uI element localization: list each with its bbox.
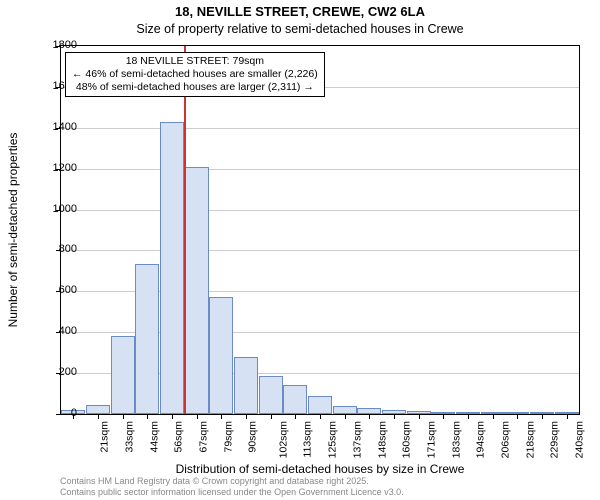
xtick-mark (468, 414, 469, 419)
footer-attribution: Contains HM Land Registry data © Crown c… (60, 476, 580, 498)
ytick-label: 800 (37, 243, 77, 255)
x-axis-label: Distribution of semi-detached houses by … (60, 462, 580, 476)
xtick-label: 44sqm (148, 421, 160, 453)
xtick-label: 137sqm (351, 421, 363, 458)
annotation-box: 18 NEVILLE STREET: 79sqm ← 46% of semi-d… (65, 52, 325, 97)
xtick-label: 218sqm (524, 421, 536, 458)
xtick-mark (295, 414, 296, 419)
chart-container: 18, NEVILLE STREET, CREWE, CW2 6LA Size … (0, 0, 600, 500)
xtick-label: 113sqm (301, 421, 313, 458)
ytick-label: 1200 (37, 162, 77, 174)
xtick-label: 21sqm (99, 421, 111, 453)
histogram-bar (333, 406, 357, 414)
annotation-line: 48% of semi-detached houses are larger (… (72, 81, 318, 94)
ytick-label: 600 (37, 284, 77, 296)
histogram-bar (135, 264, 159, 414)
xtick-mark (493, 414, 494, 419)
xtick-mark (172, 414, 173, 419)
xtick-label: 160sqm (401, 421, 413, 458)
xtick-label: 79sqm (222, 421, 234, 453)
ytick-label: 1800 (37, 39, 77, 51)
xtick-mark (320, 414, 321, 419)
xtick-mark (394, 414, 395, 419)
xtick-mark (123, 414, 124, 419)
xtick-label: 90sqm (247, 421, 259, 453)
xtick-mark (369, 414, 370, 419)
ytick-label: 1400 (37, 121, 77, 133)
ytick-label: 200 (37, 366, 77, 378)
footer-line: Contains public sector information licen… (60, 487, 580, 498)
gridline (61, 169, 579, 170)
xtick-label: 56sqm (173, 421, 185, 453)
xtick-mark (567, 414, 568, 419)
xtick-label: 67sqm (198, 421, 210, 453)
y-axis-label: Number of semi-detached properties (6, 133, 20, 328)
xtick-mark (517, 414, 518, 419)
histogram-bar (308, 396, 332, 414)
gridline (61, 250, 579, 251)
xtick-mark (542, 414, 543, 419)
annotation-line: 18 NEVILLE STREET: 79sqm (72, 55, 318, 68)
ytick-label: 0 (37, 407, 77, 419)
gridline (61, 128, 579, 129)
xtick-label: 171sqm (425, 421, 437, 458)
ytick-label: 1000 (37, 203, 77, 215)
histogram-bar (111, 336, 135, 414)
histogram-bar (86, 405, 110, 414)
histogram-bar (259, 376, 283, 414)
xtick-mark (345, 414, 346, 419)
plot-area: 18 NEVILLE STREET: 79sqm ← 46% of semi-d… (60, 45, 580, 415)
xtick-label: 102sqm (277, 421, 289, 458)
xtick-mark (197, 414, 198, 419)
xtick-mark (221, 414, 222, 419)
xtick-label: 194sqm (475, 421, 487, 458)
xtick-label: 240sqm (573, 421, 585, 458)
histogram-bar (185, 167, 209, 414)
xtick-label: 206sqm (499, 421, 511, 458)
xtick-label: 148sqm (376, 421, 388, 458)
xtick-label: 33sqm (124, 421, 136, 453)
histogram-bar (283, 385, 307, 414)
xtick-label: 125sqm (327, 421, 339, 458)
chart-title-sub: Size of property relative to semi-detach… (0, 22, 600, 36)
xtick-label: 183sqm (450, 421, 462, 458)
xtick-mark (443, 414, 444, 419)
xtick-mark (419, 414, 420, 419)
annotation-line: ← 46% of semi-detached houses are smalle… (72, 68, 318, 81)
xtick-mark (246, 414, 247, 419)
histogram-bar (234, 357, 258, 414)
histogram-bar (209, 297, 233, 414)
xtick-label: 229sqm (549, 421, 561, 458)
xtick-mark (147, 414, 148, 419)
chart-title-main: 18, NEVILLE STREET, CREWE, CW2 6LA (0, 4, 600, 19)
xtick-mark (271, 414, 272, 419)
xtick-mark (98, 414, 99, 419)
subject-marker-line (184, 46, 186, 414)
footer-line: Contains HM Land Registry data © Crown c… (60, 476, 580, 487)
histogram-bar (160, 122, 184, 414)
gridline (61, 210, 579, 211)
ytick-label: 400 (37, 325, 77, 337)
